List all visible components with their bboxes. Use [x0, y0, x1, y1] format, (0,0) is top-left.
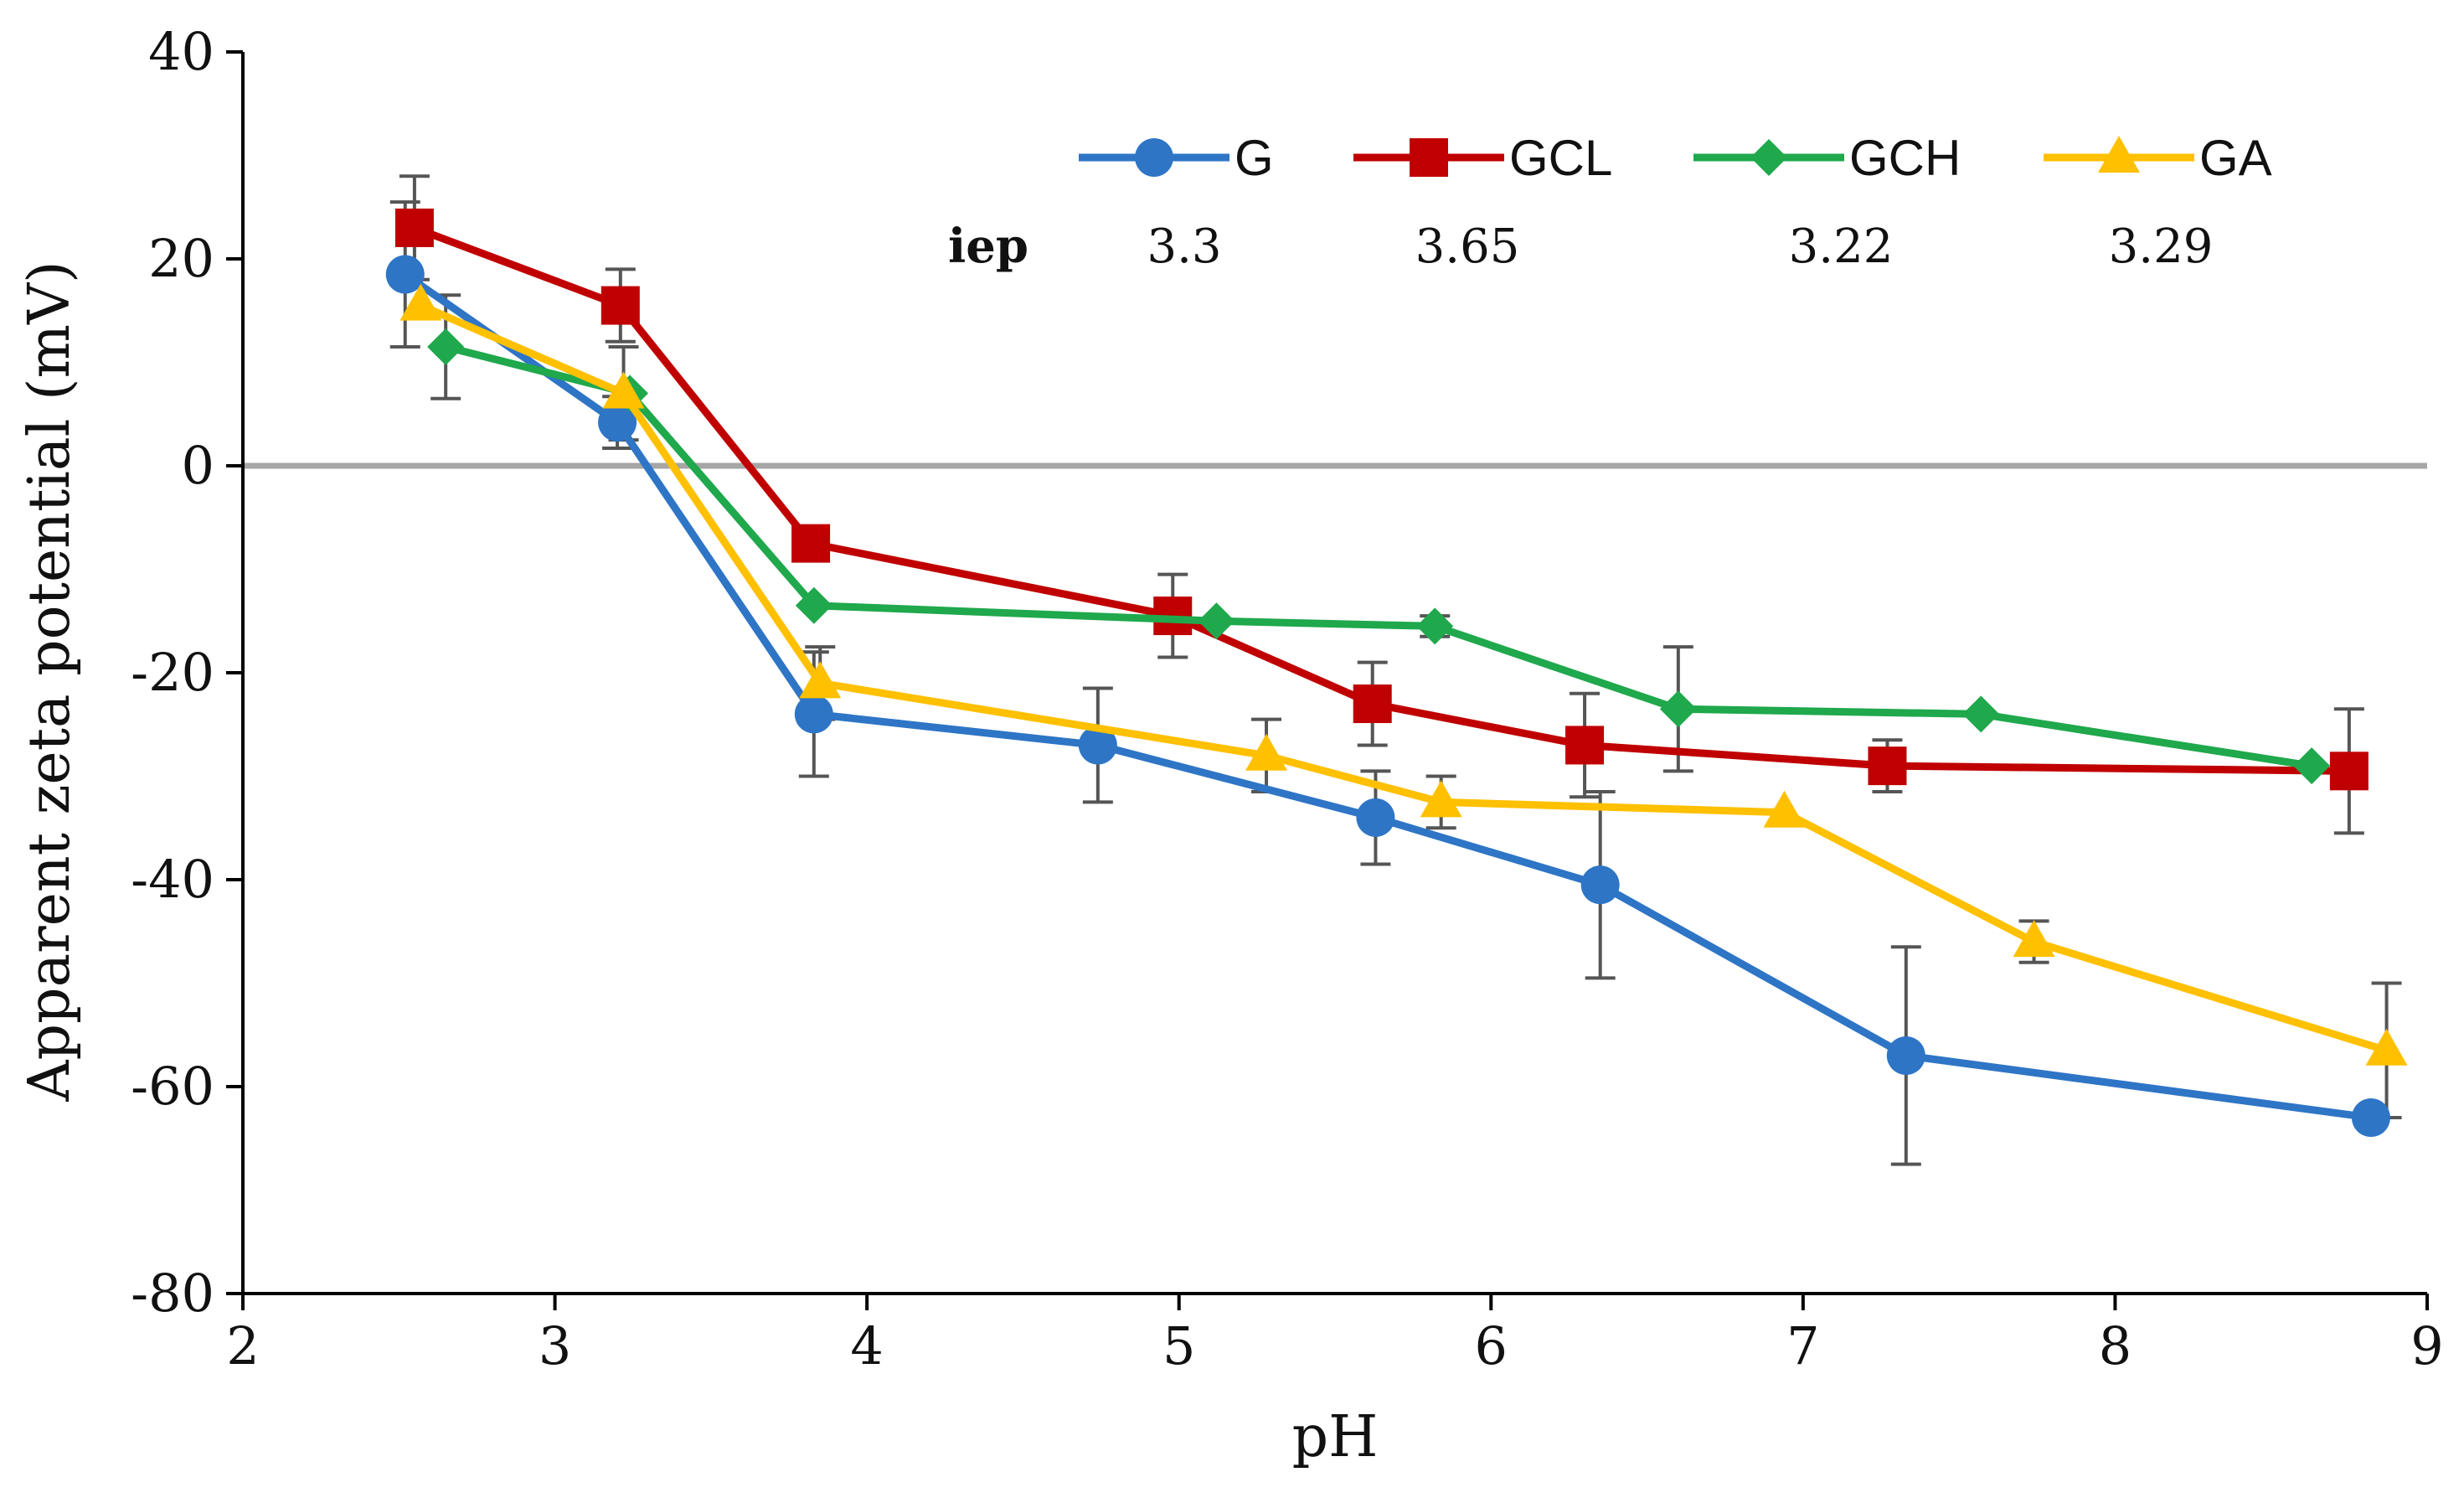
- legend-marker-GA: [2098, 136, 2140, 173]
- legend-label-GCH: GCH: [1849, 130, 1961, 186]
- iep-value-GCH: 3.22: [1789, 220, 1894, 274]
- x-tick-label: 9: [2410, 1315, 2443, 1376]
- data-point-G: [385, 255, 425, 294]
- data-point-GA: [399, 283, 442, 321]
- data-point-G: [1356, 798, 1395, 837]
- data-point-GCH: [2293, 747, 2331, 785]
- iep-label: iep: [948, 219, 1028, 274]
- data-point-GA: [2013, 920, 2055, 958]
- series-line-G: [401, 271, 2375, 1122]
- data-point-GCH: [427, 328, 465, 365]
- data-point-GCL: [1353, 684, 1392, 724]
- axes: 40 20 0 -20 -40 -60 -802 3 4 5 6 7 8 9 pH Apparent zeta…: [17, 21, 2444, 1470]
- data-point-G: [1886, 1036, 1925, 1075]
- data-point-G: [1078, 726, 1117, 765]
- legend-marker-GCH: [1750, 139, 1787, 176]
- x-tick-label: 5: [1162, 1315, 1195, 1376]
- legend-marker-G: [1135, 138, 1173, 177]
- y-tick-label: 0: [182, 435, 214, 496]
- data-point-GCL: [1868, 746, 1907, 786]
- y-tick-label: 20: [148, 228, 214, 289]
- data-point-GA: [1420, 780, 1462, 818]
- data-point-GA: [602, 371, 645, 409]
- data-point-GCH: [1416, 607, 1454, 645]
- data-point-GCH: [795, 586, 833, 624]
- y-tick-label: -20: [131, 642, 214, 703]
- legend-label-G: G: [1235, 130, 1274, 186]
- x-axis-title: pH: [1292, 1404, 1379, 1470]
- data-point-GCL: [394, 208, 434, 247]
- x-tick-label: 3: [539, 1315, 571, 1376]
- iep-value-G: 3.3: [1147, 220, 1221, 274]
- data-point-GA: [2365, 1028, 2408, 1066]
- series-line-GCH: [441, 343, 2316, 770]
- y-tick-label: 40: [148, 21, 214, 82]
- data-point-GA: [1763, 790, 1806, 828]
- data-point-GCL: [791, 524, 831, 563]
- data-point-G: [794, 695, 833, 734]
- data-point-G: [1580, 865, 1620, 905]
- data-point-G: [598, 403, 637, 442]
- series-line-GCL: [410, 224, 2353, 775]
- error-bars: [389, 174, 2402, 1166]
- x-tick-label: 7: [1786, 1315, 1819, 1376]
- iep-value-GA: 3.29: [2109, 220, 2214, 274]
- data-point-G: [2351, 1098, 2390, 1138]
- data-point-GA: [1245, 733, 1288, 771]
- data-point-GCL: [601, 286, 640, 325]
- y-axis-title: Apparent zeta potential (mV): [17, 261, 83, 1102]
- series-line-GA: [416, 302, 2391, 1055]
- data-point-GCH: [1659, 690, 1697, 728]
- data-point-GCL: [1565, 726, 1605, 765]
- y-tick-label: -80: [131, 1263, 214, 1324]
- legend-label-GCL: GCL: [1509, 130, 1612, 186]
- data-point-GA: [799, 661, 842, 699]
- series-lines: [385, 208, 2408, 1138]
- data-point-GCL: [2329, 752, 2369, 791]
- data-point-GCH: [1198, 602, 1235, 640]
- x-tick-label: 4: [850, 1315, 883, 1376]
- y-tick-label: -40: [131, 849, 214, 910]
- iep-value-GCL: 3.65: [1415, 220, 1520, 274]
- legend-label-GA: GA: [2199, 130, 2272, 186]
- x-tick-label: 2: [226, 1315, 259, 1376]
- x-tick-label: 8: [2099, 1315, 2132, 1376]
- legend: G GCL GCH GA: [1079, 130, 2272, 186]
- legend-marker-GCL: [1410, 138, 1448, 177]
- data-point-GCH: [1962, 695, 2000, 733]
- y-tick-label: -60: [131, 1056, 214, 1117]
- iep-row: iep 3.3 3.65 3.22 3.29: [948, 219, 2213, 274]
- x-tick-label: 6: [1475, 1315, 1508, 1376]
